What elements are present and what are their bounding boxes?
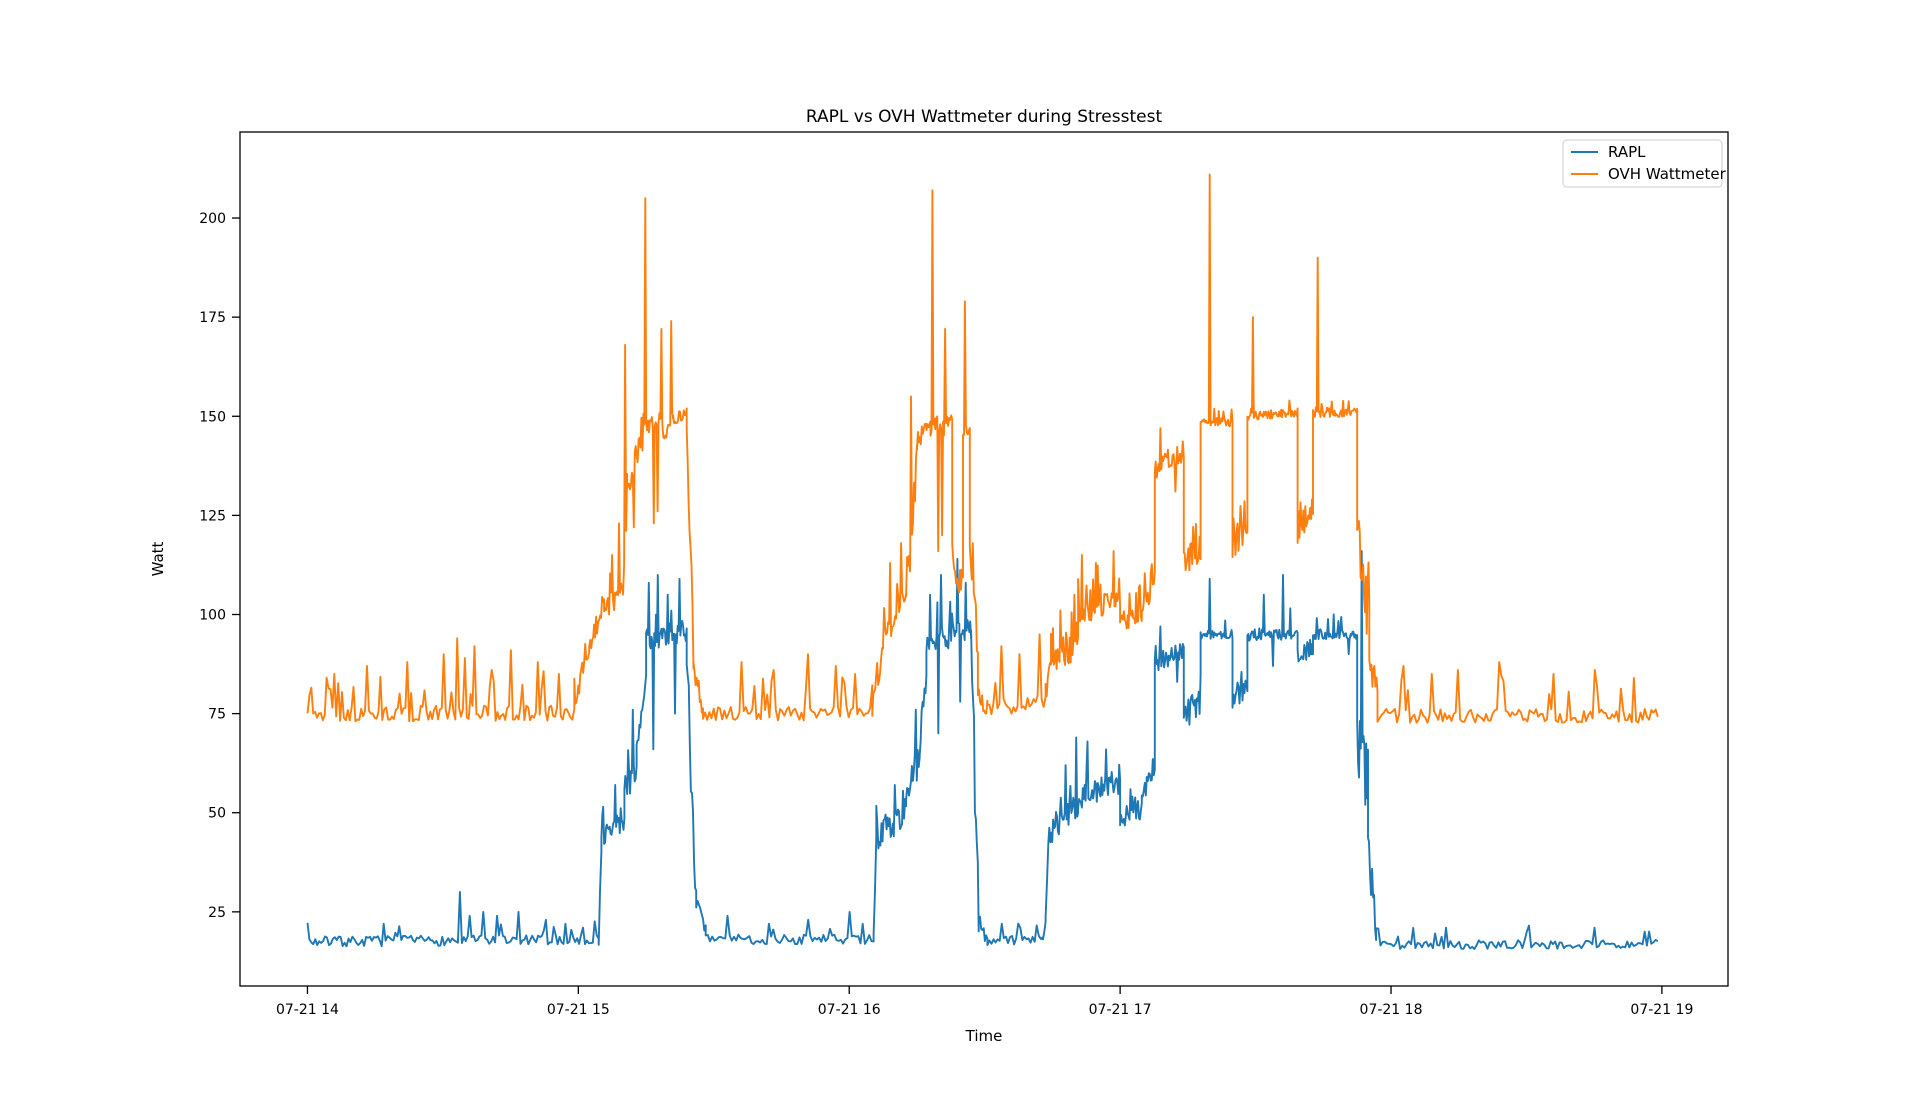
y-tick-label: 125 xyxy=(199,508,226,524)
x-tick-label: 07-21 14 xyxy=(276,1002,339,1018)
x-tick-label: 07-21 18 xyxy=(1360,1002,1423,1018)
y-tick-label: 150 xyxy=(199,409,226,425)
y-tick-label: 75 xyxy=(208,707,226,723)
legend-box xyxy=(1562,139,1723,188)
ovh-wattmeter-line xyxy=(306,173,1659,724)
x-tick-label: 07-21 15 xyxy=(547,1002,610,1018)
x-axis-title: Time xyxy=(965,1027,1003,1045)
x-tick-label: 07-21 19 xyxy=(1630,1002,1693,1018)
chart-title: RAPL vs OVH Wattmeter during Stresstest xyxy=(806,107,1163,127)
plot-background xyxy=(240,132,1728,986)
rapl-line xyxy=(306,550,1659,950)
legend-label-ovh-wattmeter: OVH Wattmeter xyxy=(1608,165,1727,183)
y-tick-label: 50 xyxy=(208,806,226,822)
x-tick-label: 07-21 17 xyxy=(1089,1002,1152,1018)
legend: RAPL OVH Wattmeter xyxy=(1562,139,1727,188)
y-tick-label: 200 xyxy=(199,211,226,227)
y-tick-label: 25 xyxy=(208,905,226,921)
axes-spines xyxy=(239,131,1729,987)
y-tick-label: 100 xyxy=(199,608,226,624)
y-tick-label: 175 xyxy=(199,310,226,326)
y-axis-title: Watt xyxy=(149,541,167,576)
x-tick-label: 07-21 16 xyxy=(818,1002,881,1018)
legend-label-rapl: RAPL xyxy=(1608,143,1646,161)
